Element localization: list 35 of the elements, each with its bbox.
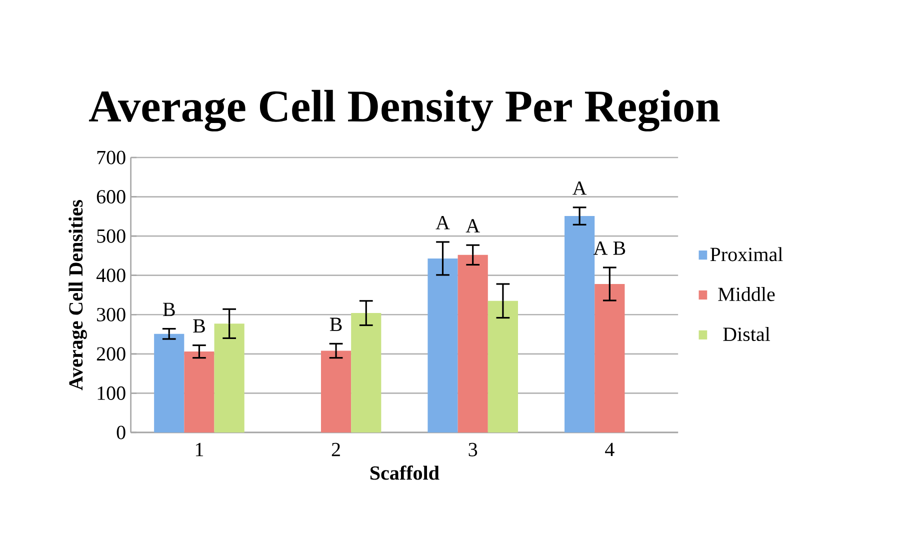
y-tick-label: 400 bbox=[96, 268, 126, 282]
data-label: B bbox=[193, 320, 205, 333]
bar bbox=[184, 352, 214, 433]
y-tick-label: 600 bbox=[96, 190, 126, 204]
bar bbox=[351, 313, 382, 433]
bar bbox=[488, 301, 518, 433]
x-tick-label: 1 bbox=[196, 443, 204, 456]
y-tick-label: 200 bbox=[96, 347, 126, 361]
data-label: A bbox=[436, 216, 450, 230]
bar bbox=[154, 334, 184, 433]
x-tick-label: 2 bbox=[332, 443, 340, 456]
y-tick-label: 500 bbox=[97, 230, 126, 244]
x-axis-title: Scaffold bbox=[370, 466, 440, 480]
legend-label: Proximal bbox=[710, 247, 783, 262]
bar bbox=[564, 216, 595, 433]
y-tick-label: 300 bbox=[97, 308, 126, 322]
y-tick-label: 700 bbox=[97, 150, 126, 164]
y-tick-label: 100 bbox=[98, 386, 126, 400]
x-tick-label: 3 bbox=[468, 443, 478, 457]
data-label: A B bbox=[593, 242, 626, 255]
data-label: B bbox=[330, 318, 342, 332]
y-tick-label: 0 bbox=[116, 426, 126, 440]
bar bbox=[320, 350, 352, 433]
chart-title: Average Cell Density Per Region bbox=[88, 90, 720, 132]
y-axis-title: Average Cell Densities bbox=[68, 200, 87, 390]
x-tick-label: 4 bbox=[605, 443, 614, 456]
data-label: B bbox=[163, 303, 175, 316]
bar bbox=[428, 258, 458, 433]
legend-label: Distal bbox=[723, 327, 770, 342]
bar bbox=[594, 284, 625, 433]
data-label: A bbox=[572, 182, 587, 195]
legend-label: Middle bbox=[718, 287, 775, 302]
bar bbox=[214, 324, 244, 433]
data-label: A bbox=[466, 219, 480, 233]
bar bbox=[458, 255, 488, 433]
